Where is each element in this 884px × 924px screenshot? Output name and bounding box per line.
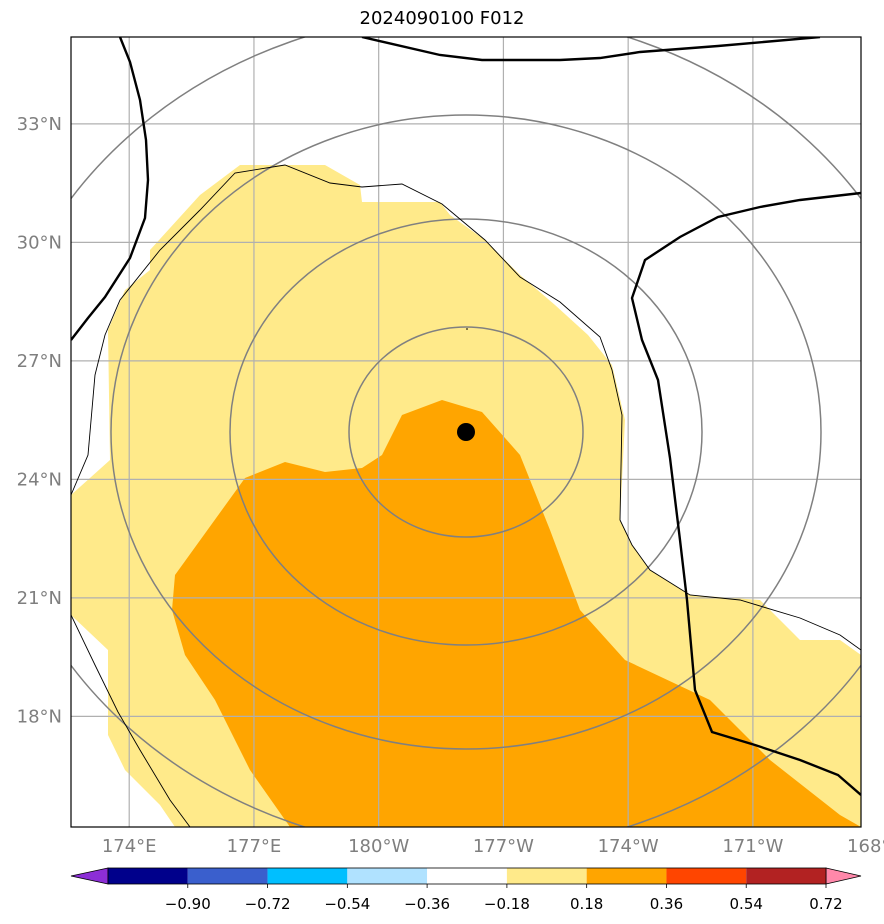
- contour-left: [71, 37, 150, 341]
- ring-3: [110, 114, 822, 750]
- lat-tick-label: 18°N: [17, 706, 62, 727]
- colorbar-label: −0.36: [404, 895, 450, 913]
- lon-tick-label: 168°W: [847, 836, 884, 857]
- lon-tick-label: 174°E: [102, 836, 157, 857]
- colorbar-segment: [586, 868, 667, 884]
- contour-right: [630, 191, 861, 796]
- colorbar-segment: [347, 868, 428, 884]
- storm-center-marker: [457, 423, 475, 441]
- colorbar-frame: [107, 867, 827, 885]
- lon-labels: 174°E 177°E 180°W 177°W 174°W 171°W 168°W: [102, 836, 884, 857]
- lon-tick-label: 180°W: [348, 836, 409, 857]
- colorbar-label: −0.54: [324, 895, 370, 913]
- graticule: [71, 37, 861, 827]
- map-content: [71, 37, 861, 827]
- colorbar-segment: [427, 868, 507, 884]
- map-title: 2024090100 F012: [359, 8, 525, 29]
- colorbar-label: −0.72: [245, 895, 291, 913]
- colorbar-segment: [746, 868, 826, 884]
- lon-tick-label: 174°W: [598, 836, 659, 857]
- colorbar-extend-high: [825, 867, 862, 885]
- lat-tick-label: 27°N: [17, 351, 62, 372]
- contour-top: [361, 37, 821, 62]
- white-pocket: [71, 615, 175, 827]
- colorbar-segment: [506, 868, 587, 884]
- lat-tick-label: 33°N: [17, 114, 62, 135]
- thick-contours: [71, 37, 861, 796]
- colorbar-segment: [108, 868, 188, 884]
- colorbar-label: −0.18: [484, 895, 530, 913]
- lon-tick-label: 177°E: [227, 836, 282, 857]
- ring-2: [229, 218, 703, 646]
- colorbar-segment: [187, 868, 268, 884]
- distance-rings: [71, 37, 861, 827]
- shading-outline-lower: [71, 614, 191, 827]
- colorbar-segment: [666, 868, 747, 884]
- colorbar: −0.90 −0.72 −0.54 −0.36 −0.18 0.18 0.36 0.54 0.7…: [70, 867, 862, 913]
- colorbar-segment: [267, 868, 348, 884]
- ring-1: [348, 326, 584, 538]
- colorbar-label: −0.90: [165, 895, 211, 913]
- colorbar-extend-low: [70, 867, 109, 885]
- lat-tick-label: 24°N: [17, 469, 62, 490]
- lat-labels: 33°N 30°N 27°N 24°N 21°N 18°N: [17, 114, 62, 728]
- colorbar-label: 0.18: [570, 895, 603, 913]
- plot-frame: [70, 36, 862, 828]
- colorbar-label: 0.36: [650, 895, 683, 913]
- colorbar-label: 0.54: [730, 895, 763, 913]
- lon-tick-label: 177°W: [473, 836, 534, 857]
- lat-tick-label: 21°N: [17, 588, 62, 609]
- shading-orange-region: [172, 400, 861, 827]
- shading-outline: [71, 164, 861, 651]
- lat-tick-label: 30°N: [17, 232, 62, 253]
- lon-tick-label: 171°W: [722, 836, 783, 857]
- colorbar-label: 0.72: [809, 895, 842, 913]
